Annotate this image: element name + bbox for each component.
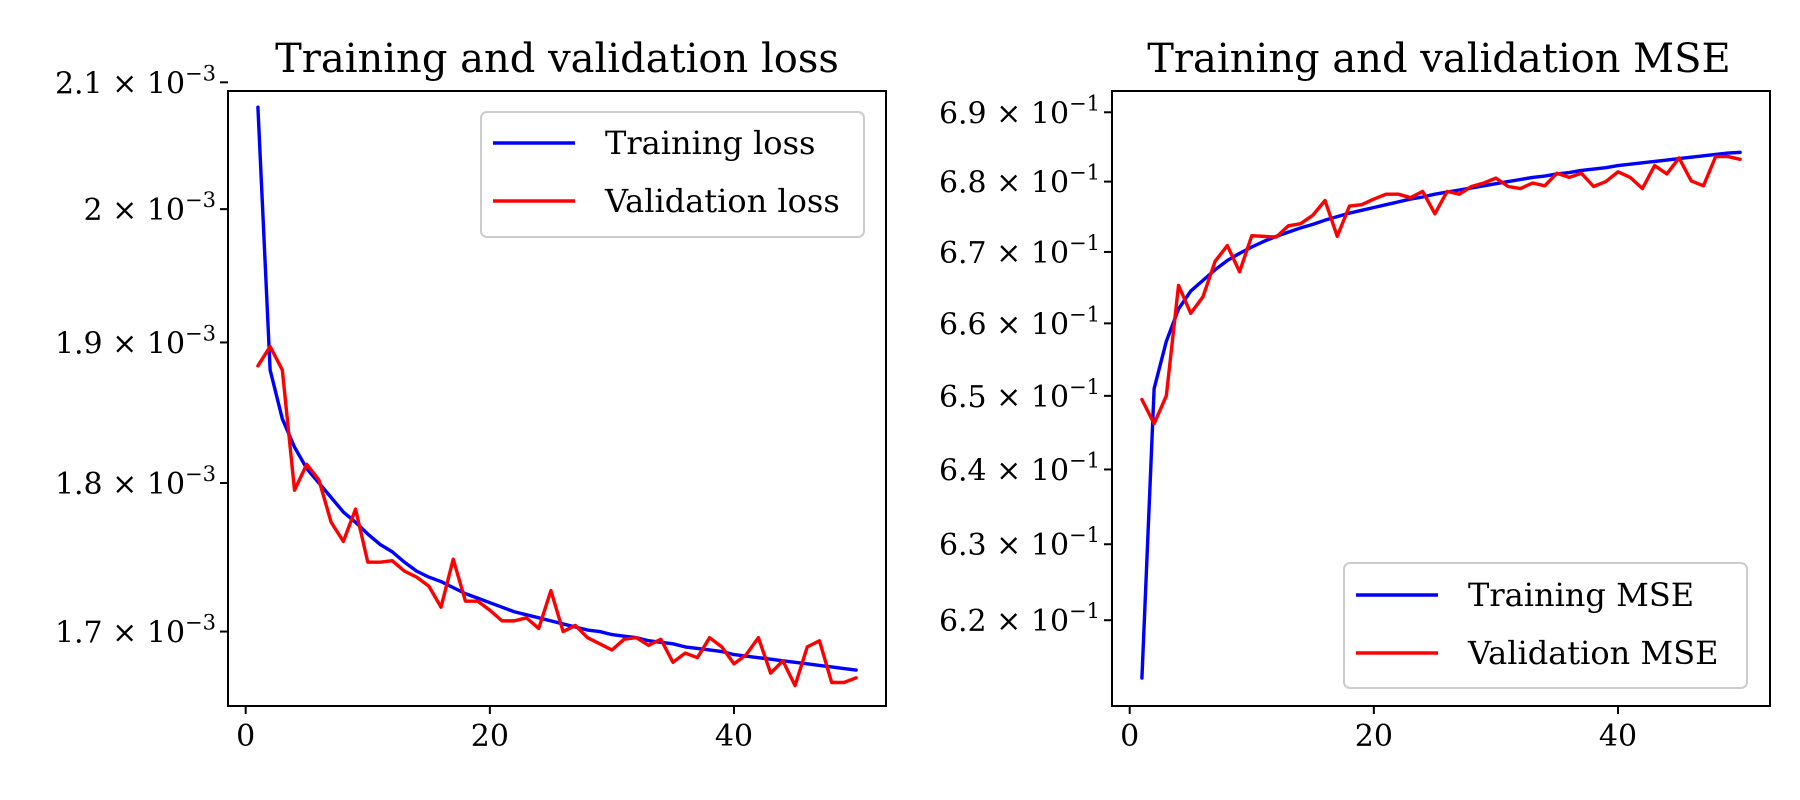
validation-series-line xyxy=(1140,154,1742,426)
x-tick-label: 40 xyxy=(1599,719,1637,754)
mse-legend: Training MSE Validation MSE xyxy=(1343,562,1748,689)
legend-label-training: Training MSE xyxy=(1468,576,1694,614)
y-tick-label: 6.2 × 10−1 xyxy=(939,599,1100,639)
y-tick-label: 6.5 × 10−1 xyxy=(939,375,1100,415)
legend-box xyxy=(1343,562,1748,689)
y-tick-label: 6.6 × 10−1 xyxy=(939,302,1100,342)
y-tick-label: 6.8 × 10−1 xyxy=(939,161,1100,201)
x-tick-label: 20 xyxy=(471,719,509,754)
loss-chart: Training and validation loss 0 20 40 1.7 × … xyxy=(55,36,887,754)
validation-series-line xyxy=(256,344,858,688)
x-tick-label: 0 xyxy=(236,719,255,754)
legend-box xyxy=(480,111,865,238)
y-tick-label: 6.9 × 10−1 xyxy=(939,91,1100,131)
mse-plot-area: 0 20 40 6.2 × 10−1 6.3 × 10−1 6.4 × 10−1 6.5 ×… xyxy=(939,91,1742,754)
legend-label-validation: Validation MSE xyxy=(1467,634,1718,672)
loss-plot-area: 0 20 40 1.7 × 10−3 1.8 × 10−3 1.9 × 10−3 2 × 1… xyxy=(55,61,858,754)
y-tick-label: 1.9 × 10−3 xyxy=(55,321,216,361)
legend-label-training: Training loss xyxy=(605,124,815,162)
x-tick-label: 40 xyxy=(715,719,753,754)
chart-title: Training and validation MSE xyxy=(1147,36,1730,82)
x-tick-label: 20 xyxy=(1355,719,1393,754)
training-series-line xyxy=(1140,150,1742,680)
y-tick-label: 6.3 × 10−1 xyxy=(939,523,1100,563)
y-tick-label: 6.4 × 10−1 xyxy=(939,448,1100,488)
loss-legend: Training loss Validation loss xyxy=(480,111,865,238)
y-tick-label: 6.7 × 10−1 xyxy=(939,231,1100,271)
y-tick-label: 1.8 × 10−3 xyxy=(55,462,216,502)
y-tick-label: 2 × 10−3 xyxy=(84,188,216,228)
mse-chart: Training and validation MSE 0 20 40 6.2 × 1… xyxy=(939,36,1771,754)
y-tick-label: 2.1 × 10−3 xyxy=(55,61,216,101)
mse-axes-frame xyxy=(1111,90,1771,707)
loss-axes-frame xyxy=(227,90,887,707)
x-tick-label: 0 xyxy=(1120,719,1139,754)
legend-label-validation: Validation loss xyxy=(604,182,840,220)
y-tick-label: 1.7 × 10−3 xyxy=(55,611,216,651)
chart-title: Training and validation loss xyxy=(275,36,839,82)
